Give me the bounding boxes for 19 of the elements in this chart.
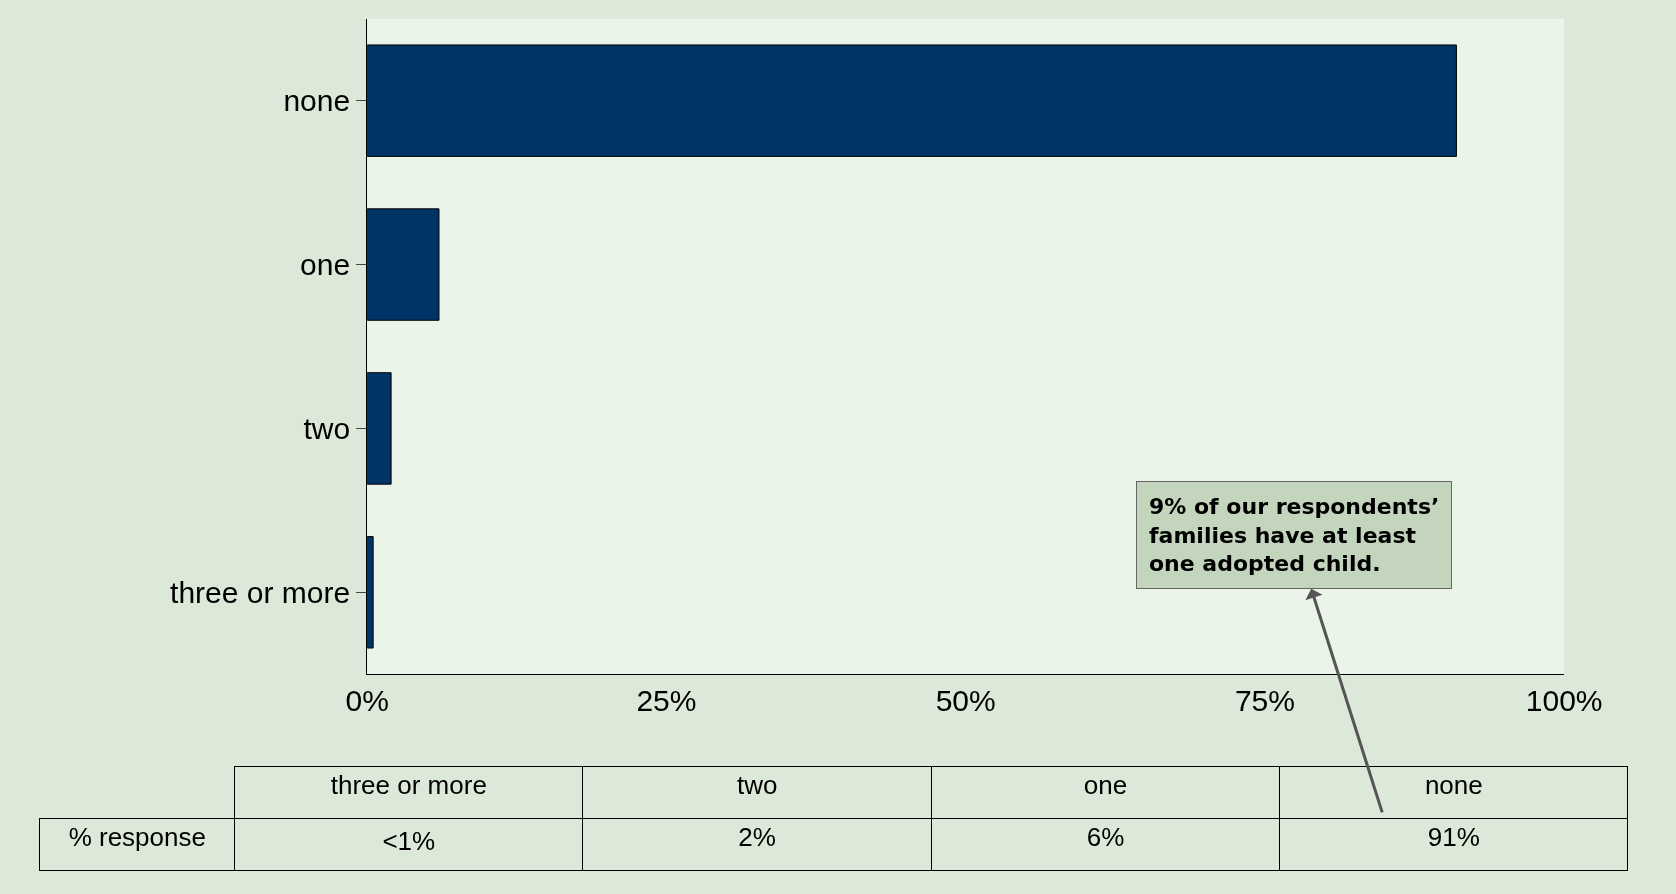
text: 91% bbox=[1427, 821, 1480, 852]
text: 2% bbox=[738, 821, 776, 852]
x-tick-label: 100% bbox=[1525, 684, 1603, 718]
text: % response bbox=[68, 821, 206, 852]
y-tick-label: none bbox=[283, 84, 351, 118]
x-tick-label: 25% bbox=[636, 684, 697, 718]
y-tick-label: three or more bbox=[170, 575, 351, 609]
category-label: two bbox=[736, 769, 778, 800]
x-tick-label: 50% bbox=[935, 684, 996, 718]
text: <1% bbox=[382, 826, 436, 857]
y-tick-label: two bbox=[303, 411, 351, 445]
category-label: one bbox=[1083, 769, 1128, 800]
text: 6% bbox=[1086, 821, 1125, 852]
annotation: 9% of our respondents’ families have at least one adopted child. bbox=[1149, 494, 1440, 577]
x-tick-label: 75% bbox=[1234, 684, 1295, 718]
category-label: none bbox=[1424, 769, 1483, 800]
y-tick-label: one bbox=[300, 248, 351, 282]
x-tick-label: 0% bbox=[345, 684, 389, 718]
category-label: three or more bbox=[330, 769, 487, 800]
